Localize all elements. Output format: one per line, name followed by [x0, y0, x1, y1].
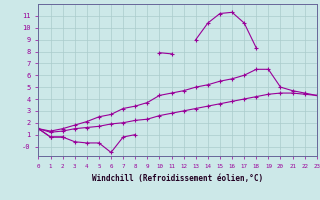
X-axis label: Windchill (Refroidissement éolien,°C): Windchill (Refroidissement éolien,°C) — [92, 174, 263, 183]
